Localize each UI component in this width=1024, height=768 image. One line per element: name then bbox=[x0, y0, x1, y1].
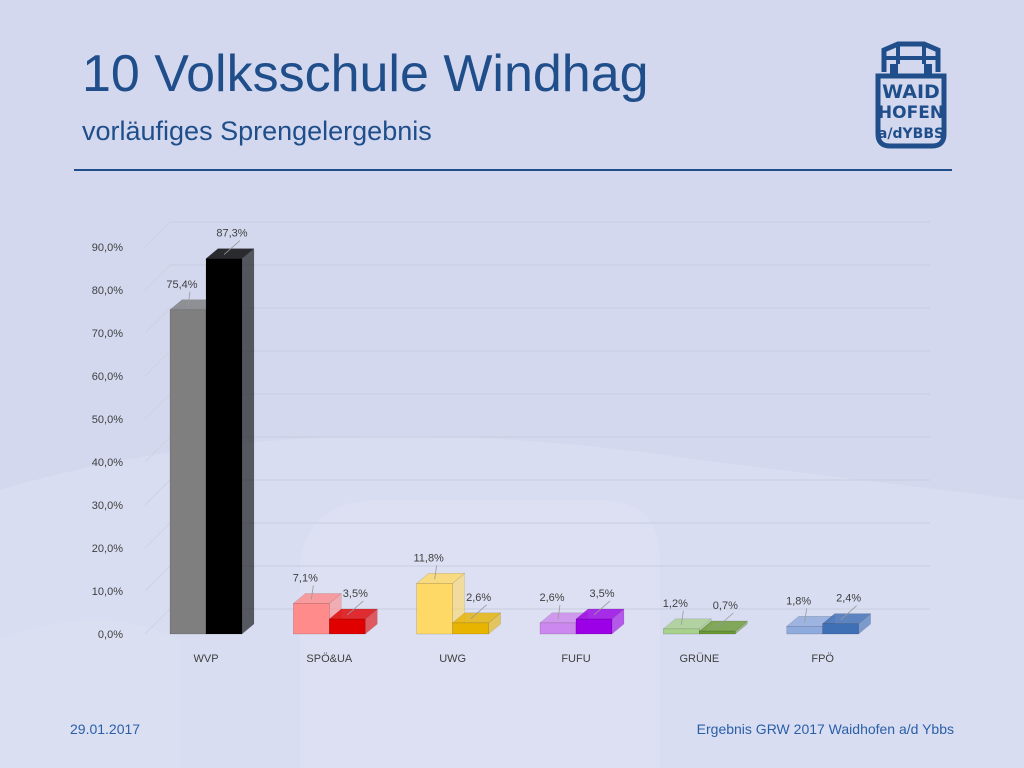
y-tick-label: 20,0% bbox=[92, 543, 123, 555]
bar bbox=[452, 622, 489, 635]
data-label: 2,6% bbox=[466, 592, 491, 604]
bar-side bbox=[611, 608, 625, 635]
logo-line-2: HOFEN bbox=[878, 103, 944, 123]
x-tick-label: FPÖ bbox=[811, 653, 834, 665]
bar bbox=[416, 583, 453, 635]
data-label: 87,3% bbox=[216, 228, 247, 240]
grid-diagonal bbox=[144, 221, 171, 248]
slide-subtitle: vorläufiges Sprengelergebnis bbox=[82, 116, 432, 146]
bar-side bbox=[241, 248, 255, 635]
grid-diagonal bbox=[144, 565, 171, 592]
bar-side bbox=[858, 613, 871, 635]
data-label-leader bbox=[223, 240, 241, 255]
y-tick-label: 80,0% bbox=[92, 285, 123, 297]
data-label-leader bbox=[804, 608, 808, 623]
data-label-leader bbox=[593, 600, 611, 616]
y-tick-label: 70,0% bbox=[92, 328, 123, 340]
slide-title: 10 Volksschule Windhag bbox=[82, 45, 649, 103]
bar bbox=[699, 630, 736, 635]
data-label-leader bbox=[717, 612, 734, 628]
data-label-leader bbox=[557, 604, 561, 619]
grid-diagonal bbox=[144, 350, 171, 377]
logo-line-3: a/dYBBS bbox=[878, 126, 944, 142]
data-label-leader bbox=[840, 605, 857, 620]
bar-side bbox=[735, 620, 748, 635]
bar bbox=[663, 628, 700, 635]
grid-diagonal bbox=[144, 436, 171, 463]
data-label: 0,7% bbox=[713, 600, 738, 612]
data-label: 3,5% bbox=[589, 588, 614, 600]
x-tick-label: WVP bbox=[193, 653, 218, 665]
data-label: 1,8% bbox=[786, 595, 811, 607]
data-label: 3,5% bbox=[343, 588, 368, 600]
y-tick-label: 30,0% bbox=[92, 500, 123, 512]
bar-side bbox=[488, 612, 501, 635]
x-tick-label: SPÖ&UA bbox=[306, 653, 353, 665]
data-label: 7,1% bbox=[293, 572, 318, 584]
data-label-leader bbox=[310, 585, 314, 600]
grid-diagonal bbox=[144, 393, 171, 420]
grid-diagonal bbox=[144, 264, 171, 291]
bar bbox=[329, 618, 366, 635]
x-tick-label: FUFU bbox=[561, 653, 590, 665]
bar bbox=[822, 623, 859, 635]
data-label-leader bbox=[470, 604, 487, 620]
y-tick-label: 0,0% bbox=[98, 629, 123, 641]
data-label-leader bbox=[680, 610, 684, 625]
bar bbox=[205, 258, 243, 635]
bar bbox=[786, 626, 823, 635]
footer-date: 29.01.2017 bbox=[70, 721, 141, 737]
grid-diagonal bbox=[144, 479, 171, 506]
y-tick-label: 90,0% bbox=[92, 242, 123, 254]
castle-tower-icon: WAID HOFEN a/dYBBS bbox=[875, 41, 947, 149]
data-label-leader bbox=[347, 600, 364, 616]
grid-diagonal bbox=[144, 522, 171, 549]
y-tick-label: 40,0% bbox=[92, 457, 123, 469]
title-divider bbox=[74, 169, 952, 171]
bar bbox=[539, 622, 577, 635]
data-label: 2,4% bbox=[836, 593, 861, 605]
x-tick-label: GRÜNE bbox=[679, 653, 719, 665]
y-tick-label: 60,0% bbox=[92, 371, 123, 383]
grid-diagonal bbox=[144, 608, 171, 635]
bar-side bbox=[365, 608, 378, 635]
y-tick-label: 50,0% bbox=[92, 414, 123, 426]
bar bbox=[293, 603, 330, 635]
bar bbox=[169, 309, 207, 635]
y-tick-label: 10,0% bbox=[92, 586, 123, 598]
data-label: 75,4% bbox=[166, 279, 197, 291]
data-label: 1,2% bbox=[663, 598, 688, 610]
grid-diagonal bbox=[144, 307, 171, 334]
data-label-leader bbox=[187, 291, 191, 306]
footer-source: Ergebnis GRW 2017 Waidhofen a/d Ybbs bbox=[696, 721, 954, 737]
data-label: 2,6% bbox=[539, 592, 564, 604]
x-tick-label: UWG bbox=[439, 653, 466, 665]
bar bbox=[575, 618, 613, 635]
data-label: 11,8% bbox=[413, 552, 444, 564]
data-label-leader bbox=[434, 565, 438, 580]
logo-line-1: WAID bbox=[882, 81, 940, 103]
